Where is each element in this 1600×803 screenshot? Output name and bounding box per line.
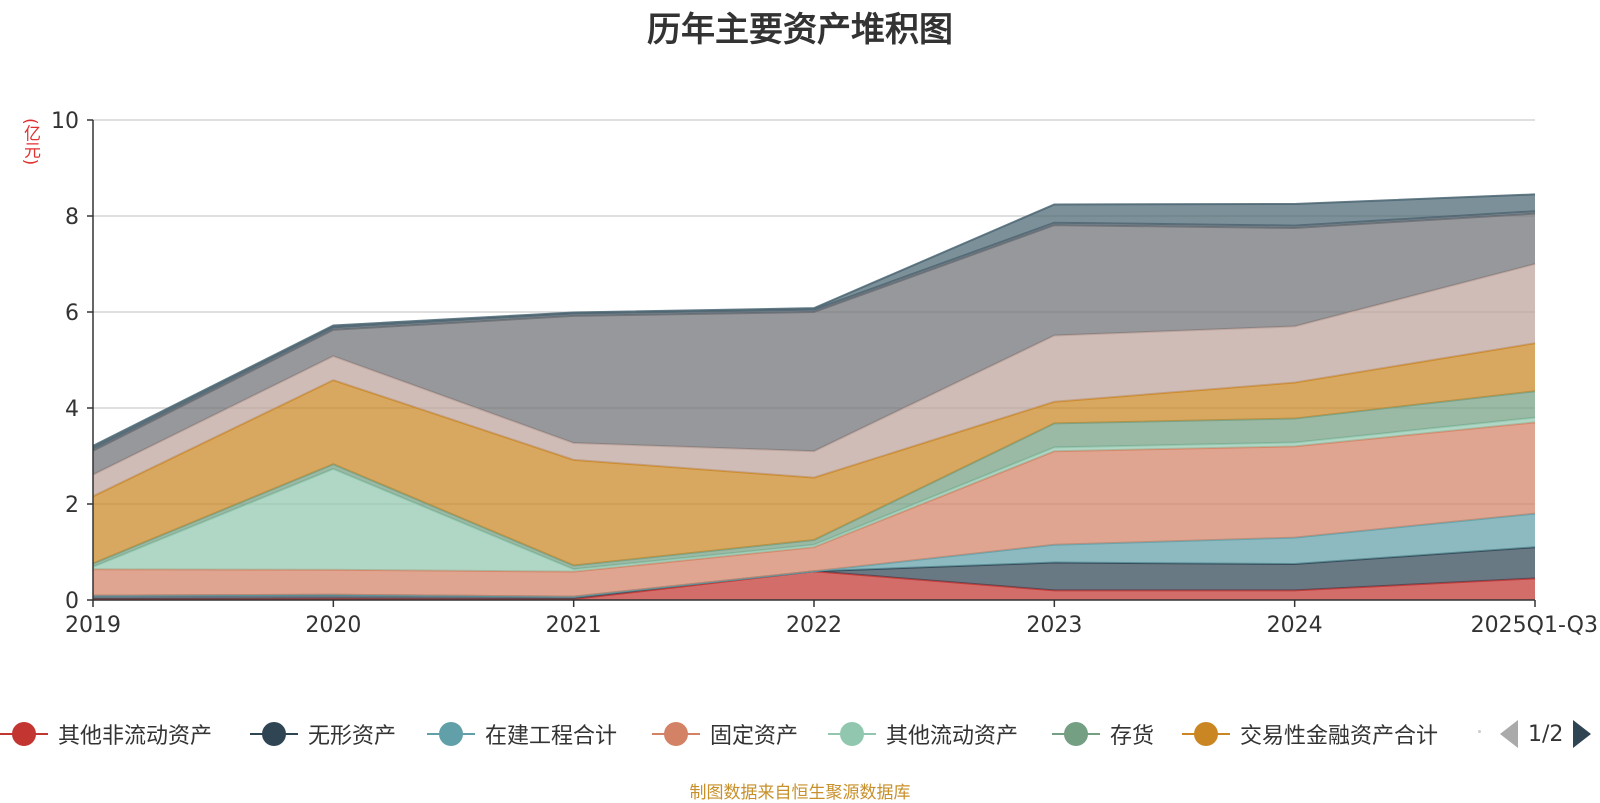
legend-pager: 1/2 <box>1500 718 1592 750</box>
legend-item-label: 无形资产 <box>308 724 397 749</box>
legend-item-label: 其他流动资产 <box>886 724 1019 749</box>
chart-title: 历年主要资产堆积图 <box>647 10 953 50</box>
area-series-4 <box>93 417 1535 572</box>
area-series-0 <box>93 571 1535 600</box>
legend-item-5[interactable]: 存货 <box>1052 718 1154 750</box>
area-series-5 <box>93 391 1535 570</box>
y-axis-unit-label: (亿元) <box>20 118 40 166</box>
legend-item-label: 在建工程合计 <box>485 724 618 749</box>
legend: 其他非流动资产 无形资产 在建工程合计 固定资产 其他流动资产 存货 交易性金融资产合计 <box>0 718 1600 750</box>
x-tick-label-0: 2019 <box>65 613 121 638</box>
axis-layer: 0 2 4 6 8 10 2019 2020 2021 2022 2023 2024 2025Q1-Q3 <box>51 109 1598 638</box>
legend-item-6[interactable]: 交易性金融资产合计 <box>1182 718 1438 750</box>
area-series-8 <box>93 213 1535 475</box>
y-tick-label-6: 6 <box>65 301 79 326</box>
area-series-2 <box>93 513 1535 597</box>
legend-item-3[interactable]: 固定资产 <box>652 718 798 750</box>
legend-item-4[interactable]: 其他流动资产 <box>828 718 1018 750</box>
legend-marker-icon <box>828 720 876 748</box>
legend-item-1[interactable]: 无形资产 <box>250 718 396 750</box>
area-series-6 <box>93 343 1535 566</box>
y-tick-label-8: 8 <box>65 205 79 230</box>
legend-marker-icon <box>427 720 475 748</box>
x-tick-label-3: 2022 <box>786 613 842 638</box>
x-tick-label-5: 2024 <box>1267 613 1323 638</box>
line-series-10 <box>92 193 1536 447</box>
area-series-7 <box>93 264 1535 497</box>
legend-marker-icon <box>0 720 48 748</box>
legend-item-label: 其他非流动资产 <box>58 724 213 749</box>
x-tick-label-1: 2020 <box>305 613 361 638</box>
legend-marker-icon <box>652 720 700 748</box>
legend-next-arrow-icon[interactable] <box>1573 720 1592 748</box>
x-tick-label-4: 2023 <box>1026 613 1082 638</box>
legend-marker-icon <box>1052 720 1100 748</box>
legend-item-0[interactable]: 其他非流动资产 <box>0 718 212 750</box>
legend-marker-icon <box>250 720 298 748</box>
area-layer <box>92 193 1536 601</box>
legend-page-indicator: 1/2 <box>1528 721 1564 747</box>
legend-item-label: 固定资产 <box>710 724 799 749</box>
area-series-10 <box>93 194 1535 449</box>
y-tick-label-2: 2 <box>65 493 79 518</box>
legend-separator <box>1478 730 1481 733</box>
x-tick-label-6: 2025Q1-Q3 <box>1471 613 1598 638</box>
legend-item-label: 存货 <box>1110 724 1155 749</box>
legend-item-label: 交易性金融资产合计 <box>1240 724 1439 749</box>
data-source-note: 制图数据来自恒生聚源数据库 <box>689 783 911 803</box>
y-tick-label-10: 10 <box>51 109 79 134</box>
chart-svg: 0 2 4 6 8 10 2019 2020 2021 2022 2023 2024 2025Q1-Q3 <box>51 109 1598 638</box>
area-series-3 <box>93 422 1535 597</box>
legend-prev-arrow-icon[interactable] <box>1500 720 1518 748</box>
legend-marker-icon <box>1182 720 1230 748</box>
legend-item-2[interactable]: 在建工程合计 <box>427 718 617 750</box>
x-tick-label-2: 2021 <box>546 613 602 638</box>
y-tick-label-0: 0 <box>65 589 79 614</box>
y-tick-label-4: 4 <box>65 397 79 422</box>
area-series-1 <box>93 547 1535 600</box>
